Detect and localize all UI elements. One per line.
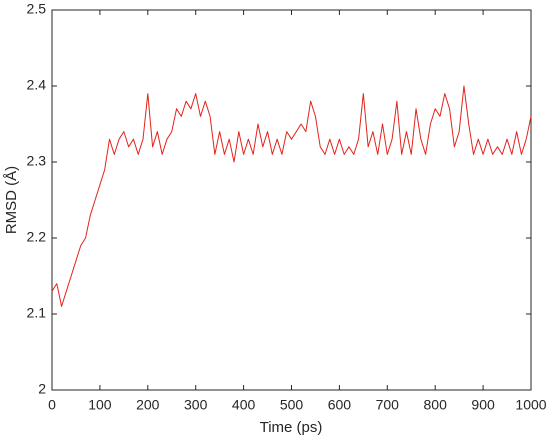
x-tick-label: 100 <box>88 397 112 413</box>
y-tick-label: 2.4 <box>27 77 47 93</box>
x-tick-label: 600 <box>328 397 352 413</box>
x-tick-label: 500 <box>280 397 304 413</box>
x-tick-label: 200 <box>136 397 160 413</box>
data-line <box>51 85 532 307</box>
y-tick-label: 2.1 <box>27 305 47 321</box>
y-axis-title: RMSD (Å) <box>3 166 20 234</box>
x-tick-label: 800 <box>424 397 448 413</box>
x-tick-label: 1000 <box>515 397 546 413</box>
x-axis-title: Time (ps) <box>260 419 323 436</box>
x-tick-label: 0 <box>48 397 56 413</box>
y-tick-label: 2.3 <box>27 153 47 169</box>
y-tick-label: 2.2 <box>27 229 47 245</box>
x-tick-label: 700 <box>376 397 400 413</box>
y-tick-label: 2 <box>38 381 46 397</box>
x-tick-label: 400 <box>232 397 256 413</box>
x-tick-label: 900 <box>471 397 495 413</box>
y-tick-label: 2.5 <box>27 1 47 17</box>
plot-frame <box>51 9 532 391</box>
x-tick-label: 300 <box>184 397 208 413</box>
